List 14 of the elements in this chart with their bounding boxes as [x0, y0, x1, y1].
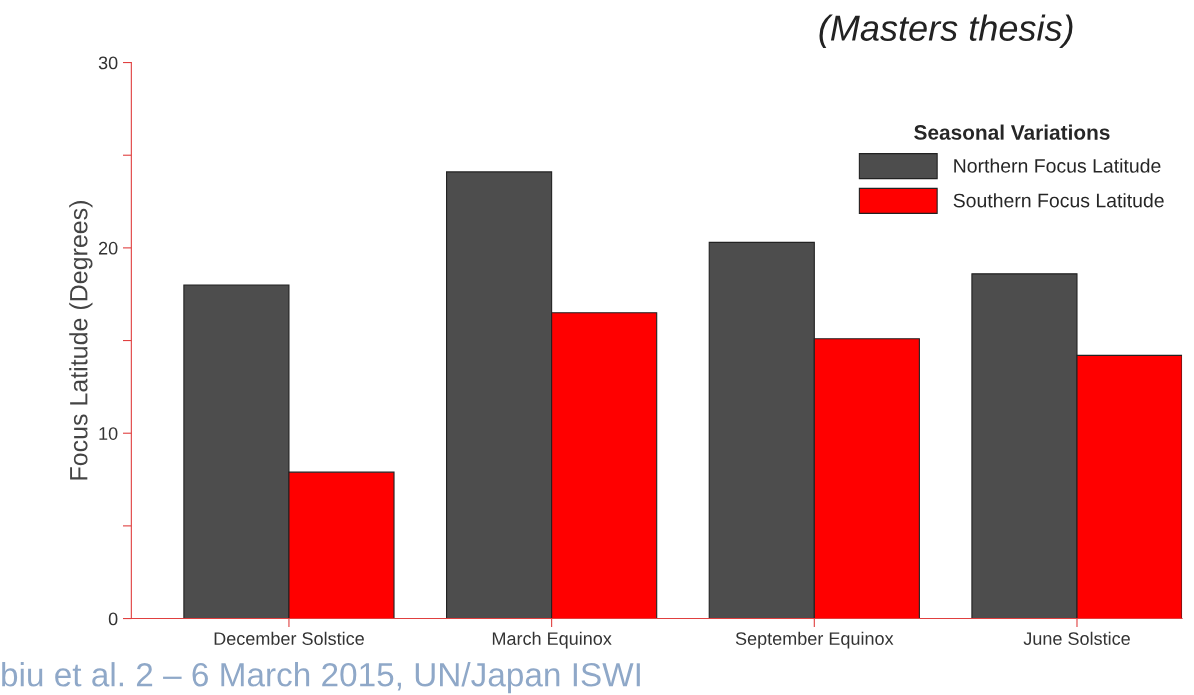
- legend-label: Southern Focus Latitude: [953, 193, 1164, 208]
- y-tick-label: 0: [108, 612, 118, 626]
- y-axis-title: Focus Latitude (Degrees): [69, 201, 93, 480]
- x-tick-label: December Solstice: [214, 631, 364, 646]
- x-tick-label: June Solstice: [1023, 631, 1130, 646]
- x-tick-label: September Equinox: [735, 631, 894, 649]
- legend-title: Seasonal Variations: [914, 124, 1110, 140]
- x-tick-label: March Equinox: [492, 631, 612, 649]
- legend-label: Northern Focus Latitude: [954, 158, 1161, 173]
- y-tick-label: 30: [98, 56, 118, 70]
- y-tick-label: 20: [98, 241, 118, 255]
- text: (Masters thesis): [819, 14, 1073, 49]
- text: biu et al. 2 – 6 March 2015, UN/Japan ISWI: [2, 662, 640, 694]
- y-tick-label: 10: [99, 427, 118, 440]
